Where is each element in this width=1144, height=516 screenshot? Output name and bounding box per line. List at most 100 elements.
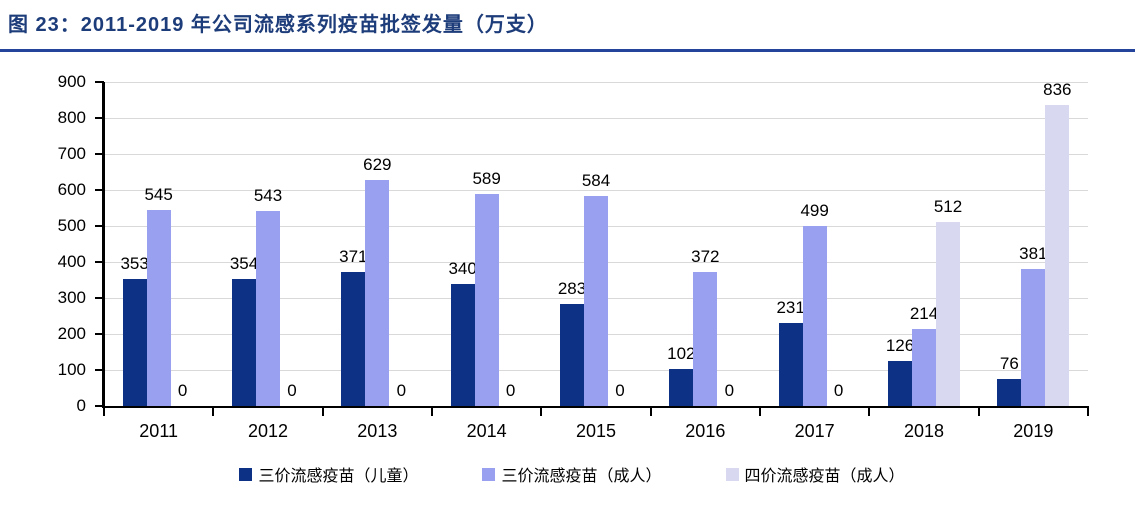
y-axis-label: 700: [57, 144, 86, 163]
x-axis-label: 2017: [794, 421, 835, 441]
legend-swatch: [725, 467, 739, 481]
legend-item: 三价流感疫苗（儿童）: [239, 462, 418, 486]
bar-value-label: 102: [667, 344, 696, 364]
gridline: [104, 154, 1088, 155]
bar: [936, 221, 960, 406]
x-axis-label: 2011: [139, 421, 179, 441]
x-tick: [759, 408, 761, 416]
bar-value-label: 353: [120, 253, 149, 273]
bar-value-label: 214: [909, 303, 939, 323]
y-axis-label: 0: [76, 396, 86, 415]
bar-value-label: 354: [229, 253, 259, 273]
bar: [778, 322, 803, 406]
bar: [997, 378, 1022, 406]
bar: [365, 179, 390, 406]
bar: [584, 195, 608, 406]
bar: [232, 278, 256, 406]
y-tick: [95, 369, 104, 371]
title-underline-end: [1105, 50, 1135, 52]
x-axis-label: 2018: [903, 421, 945, 441]
figure-title: 图 23：2011-2019 年公司流感系列疫苗批签发量（万支）: [8, 14, 548, 36]
bar: [341, 272, 366, 406]
y-tick: [95, 297, 104, 299]
bar-value-label: 340: [448, 258, 477, 278]
y-tick: [95, 405, 104, 407]
y-axis-label: 400: [57, 252, 86, 271]
bar-value-label: 126: [885, 335, 915, 355]
x-axis-label: 2013: [357, 421, 398, 441]
x-axis-label: 2012: [247, 421, 289, 441]
bar-value-label: 836: [1043, 80, 1072, 100]
y-tick: [95, 261, 104, 263]
x-tick: [321, 408, 324, 416]
bar-value-label: 0: [396, 381, 407, 400]
y-axis-label: 300: [57, 288, 86, 307]
bar-value-label: 0: [505, 381, 516, 400]
bar-value-label: 584: [581, 170, 611, 190]
gridline: [104, 190, 1088, 191]
bar: [146, 209, 171, 406]
bar: [560, 304, 584, 406]
y-tick: [95, 81, 104, 83]
bar: [474, 193, 499, 406]
y-axis-label: 200: [57, 324, 86, 343]
y-axis-line: [102, 82, 105, 408]
x-tick: [212, 408, 215, 416]
x-tick: [977, 408, 980, 416]
bar: [122, 278, 147, 406]
y-tick: [95, 333, 104, 335]
y-axis-label: 500: [57, 216, 86, 235]
bar: [802, 226, 827, 406]
y-axis-label: 900: [57, 72, 86, 91]
bar: [888, 360, 912, 406]
bar-value-label: 283: [557, 279, 587, 299]
x-tick: [103, 408, 105, 416]
legend-swatch: [482, 467, 496, 481]
bar-value-label: 0: [833, 381, 844, 400]
bar-value-label: 0: [615, 381, 625, 400]
y-tick: [95, 225, 104, 227]
legend-label: 三价流感疫苗（儿童）: [258, 468, 419, 485]
bar: [912, 328, 936, 406]
x-tick: [868, 408, 871, 416]
bar-value-label: 512: [933, 196, 963, 216]
bar-value-label: 629: [363, 154, 392, 174]
legend-label: 四价流感疫苗（成人）: [744, 468, 905, 485]
title-underline: [0, 49, 1135, 52]
y-axis-label: 800: [57, 108, 86, 127]
legend-item: 三价流感疫苗（成人）: [482, 462, 662, 486]
bar-value-label: 371: [339, 247, 368, 267]
y-axis-label: 600: [57, 180, 86, 199]
y-tick: [95, 189, 104, 191]
bar-value-label: 0: [177, 381, 188, 400]
bar-value-label: 499: [800, 201, 829, 221]
x-axis-label: 2016: [685, 421, 726, 441]
legend-swatch: [239, 467, 253, 481]
x-tick: [540, 408, 543, 416]
bar: [450, 283, 475, 406]
legend-item: 四价流感疫苗（成人）: [725, 462, 905, 486]
bar-value-label: 381: [1019, 243, 1048, 263]
bar: [1045, 105, 1070, 406]
y-tick: [95, 153, 104, 155]
bar: [1021, 268, 1046, 406]
gridline: [104, 82, 1088, 83]
bar-value-label: 543: [253, 185, 283, 205]
x-axis-line: [102, 405, 1089, 408]
bar-value-label: 545: [144, 184, 173, 204]
y-tick: [95, 117, 104, 119]
gridline: [104, 118, 1088, 119]
x-tick: [431, 408, 433, 416]
bar-value-label: 0: [287, 381, 297, 400]
x-tick: [1087, 408, 1089, 416]
bar-value-label: 231: [776, 297, 805, 317]
legend: 三价流感疫苗（儿童） 三价流感疫苗（成人） 四价流感疫苗（成人）: [0, 462, 1144, 486]
x-tick: [649, 408, 652, 416]
bar: [256, 210, 280, 406]
bar-value-label: 589: [472, 168, 501, 188]
bar-value-label: 372: [691, 247, 720, 267]
x-axis-label: 2015: [575, 421, 617, 441]
bar: [693, 272, 718, 406]
legend-label: 三价流感疫苗（成人）: [501, 468, 662, 485]
